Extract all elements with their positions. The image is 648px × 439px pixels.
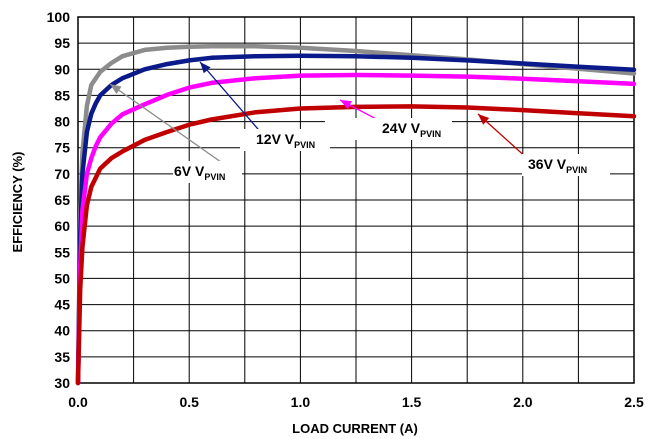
- y-tick-label-10: 80: [54, 114, 70, 130]
- series-arrowhead-3: [478, 114, 490, 125]
- y-tick-label-14: 100: [47, 9, 71, 25]
- series-arrowhead-2: [340, 100, 352, 110]
- y-tick-label-1: 35: [54, 349, 70, 365]
- series-arrowhead-0: [110, 84, 122, 95]
- series-leader-0: [109, 83, 229, 168]
- x-tick-label-1: 0.5: [179, 394, 199, 410]
- plot-frame: [77, 16, 635, 384]
- y-tick-label-5: 55: [54, 244, 70, 260]
- x-axis-title: LOAD CURRENT (A): [292, 421, 418, 436]
- y-tick-label-7: 65: [54, 192, 70, 208]
- y-tick-label-3: 45: [54, 297, 70, 313]
- series-leader-1: [199, 61, 265, 137]
- grid: [77, 16, 635, 384]
- y-axis-title: EFFICIENCY (%): [10, 152, 25, 253]
- series-label-bg-1: [240, 129, 330, 151]
- y-tick-label-0: 30: [54, 375, 70, 391]
- y-tick-label-8: 70: [54, 166, 70, 182]
- y-tick-label-12: 90: [54, 61, 70, 77]
- x-tick-label-0: 0.0: [68, 394, 88, 410]
- x-tick-label-3: 1.5: [402, 394, 422, 410]
- series-line-1: [75, 53, 637, 386]
- y-tick-label-6: 60: [54, 218, 70, 234]
- series-lines: [75, 44, 637, 386]
- series-label-2: 24V VPVIN: [382, 120, 441, 139]
- series-line-3: [75, 104, 637, 386]
- y-tick-label-9: 75: [54, 140, 70, 156]
- series-label-bg-0: [173, 161, 242, 183]
- series-label-0: 6V VPVIN: [174, 163, 225, 182]
- series-line-2: [75, 72, 637, 386]
- y-tick-label-2: 40: [54, 323, 70, 339]
- series-label-bg-3: [522, 154, 610, 176]
- x-tick-label-5: 2.5: [624, 394, 644, 410]
- y-tick-label-4: 50: [54, 270, 70, 286]
- series-label-1: 12V VPVIN: [256, 131, 315, 150]
- series-leader-3: [477, 113, 529, 160]
- x-tick-label-2: 1.0: [291, 394, 311, 410]
- series-label-3: 36V VPVIN: [528, 156, 587, 175]
- y-tick-label-13: 95: [54, 35, 70, 51]
- x-tick-label-4: 2.0: [513, 394, 533, 410]
- series-label-bg-2: [325, 118, 452, 140]
- tick-labels: 0.0 0.5 1.0 1.5 2.0 2.5 30 35 40 45 50 55 60 65 70 75 80…: [47, 9, 644, 410]
- series-labels: 6V VPVIN 12V VPVIN 24V VPVIN 36V VPVIN: [173, 118, 610, 183]
- y-tick-label-11: 85: [54, 87, 70, 103]
- series-arrowhead-1: [200, 62, 211, 74]
- label-leaders: [109, 61, 529, 168]
